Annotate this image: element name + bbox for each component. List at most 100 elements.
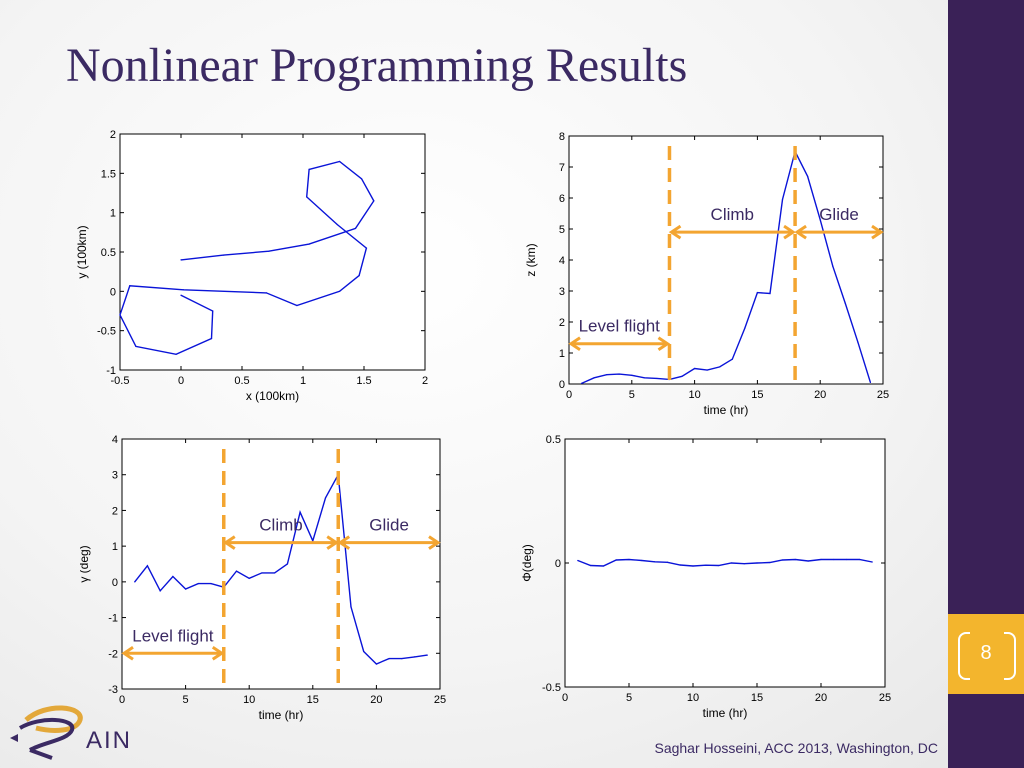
y-tick-label: -0.5: [542, 682, 561, 694]
data-point: [844, 302, 846, 304]
data-point: [615, 559, 617, 561]
data-point: [159, 590, 161, 592]
data-point: [730, 562, 732, 564]
data-point: [706, 369, 708, 371]
data-point: [577, 559, 579, 562]
data-point: [618, 373, 620, 375]
plot-frame: [119, 133, 426, 371]
data-point: [268, 250, 270, 252]
x-tick-label: 0.5: [234, 375, 249, 387]
phase-arrow-head-right: [871, 224, 884, 240]
logo-text: AIN: [86, 727, 132, 754]
y-tick-label: 4: [112, 434, 118, 446]
data-point: [172, 575, 174, 578]
y-tick-label: 8: [559, 131, 565, 143]
x-tick-label: 20: [370, 694, 382, 706]
x-tick-label: 5: [183, 694, 189, 706]
y-tick-label: 2: [110, 129, 116, 141]
data-point: [401, 658, 403, 660]
data-point: [306, 196, 308, 198]
data-point: [832, 265, 834, 267]
x-tick-label: 15: [307, 694, 319, 706]
slide-title: Nonlinear Programming Results: [66, 39, 688, 92]
x-tick-label: 25: [434, 694, 446, 706]
data-point: [212, 310, 214, 312]
data-point: [426, 654, 428, 656]
data-point: [857, 341, 859, 343]
data-point: [606, 374, 608, 376]
x-tick-label: 20: [814, 389, 826, 401]
xy-trajectory-chart: -0.5 0 0.5 1 1.5 2-1-0.500.511.52x (100km)y (…: [75, 129, 428, 403]
y-tick-label: 1: [112, 541, 118, 553]
phase-label: Climb: [259, 516, 302, 535]
data-point: [641, 559, 643, 562]
data-point: [185, 588, 187, 590]
data-point: [119, 314, 121, 316]
x-axis-label: time (hr): [703, 706, 748, 720]
data-point: [324, 497, 327, 499]
data-point: [705, 564, 707, 566]
x-tick-label: 0: [566, 389, 572, 401]
y-tick-label: 3: [559, 286, 565, 298]
data-point: [718, 564, 720, 567]
rain-logo: AIN: [10, 705, 132, 760]
phase-label: Glide: [369, 516, 409, 535]
data-point: [654, 561, 656, 563]
data-point: [135, 345, 137, 347]
x-tick-label: -0.5: [111, 375, 130, 387]
y-tick-label: 2: [112, 505, 118, 517]
data-point: [731, 358, 733, 360]
phase-arrow-head-left: [223, 535, 236, 550]
data-point: [180, 294, 182, 296]
data-point: [274, 572, 276, 574]
data-point: [339, 160, 341, 163]
phase-arrow-head-right: [657, 336, 671, 351]
page-number-badge: [948, 614, 1024, 694]
data-point: [375, 663, 377, 665]
gamma-chart: 0 5 10 15 20 25 -3 -2 -1 0 1 2 3 4 time (hr) γ (deg) Cli…: [80, 434, 446, 722]
x-axis-label: x (100km): [246, 389, 299, 403]
data-point: [719, 366, 721, 368]
data-point: [807, 175, 809, 177]
y-tick-label: -1: [106, 365, 116, 377]
data-point: [593, 377, 595, 379]
data-point: [265, 292, 267, 294]
data-point: [744, 327, 746, 329]
data-point: [339, 290, 341, 292]
phase-arrow-head-right: [326, 535, 339, 550]
data-point: [694, 367, 696, 370]
y-tick-label: 0: [112, 577, 118, 589]
data-point: [261, 572, 263, 574]
series-line: [134, 472, 428, 665]
data-point: [210, 583, 212, 585]
y-axis-label: z (km): [525, 243, 538, 276]
data-point: [197, 583, 199, 585]
y-tick-label: 6: [559, 193, 565, 205]
phase-arrow-head-left: [568, 336, 581, 351]
phase-arrow-head-left: [794, 224, 807, 240]
data-point: [656, 377, 658, 380]
y-tick-label: 4: [559, 255, 565, 267]
y-tick-label: 5: [559, 224, 565, 236]
data-point: [129, 285, 131, 287]
x-tick-label: 5: [629, 389, 635, 401]
x-tick-label: 25: [877, 389, 889, 401]
data-point: [235, 570, 238, 572]
data-point: [358, 275, 360, 277]
data-point: [580, 382, 583, 384]
data-point: [308, 168, 310, 170]
data-point: [210, 337, 213, 340]
y-tick-label: 0: [559, 379, 565, 391]
y-tick-label: -3: [108, 684, 118, 696]
data-point: [846, 558, 848, 561]
data-point: [363, 650, 365, 653]
data-point: [175, 353, 177, 355]
y-axis-label: Φ(deg): [520, 544, 534, 582]
data-point: [365, 247, 368, 249]
data-point: [180, 259, 182, 261]
altitude-chart: 0 5 10 15 20 25 0 1 2 3 4 5 6 7 8 time (hr) z (km) Climb G…: [525, 131, 889, 417]
data-point: [819, 219, 821, 221]
y-tick-label: -1: [108, 613, 118, 625]
data-point: [869, 381, 872, 384]
